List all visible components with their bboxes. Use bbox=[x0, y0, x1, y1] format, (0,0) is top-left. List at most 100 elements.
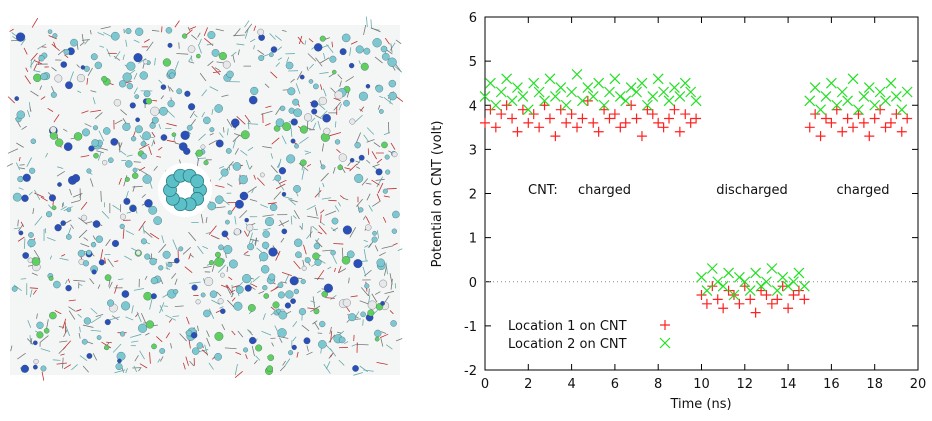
atom bbox=[221, 169, 229, 177]
data-point bbox=[886, 118, 896, 128]
atom bbox=[192, 348, 199, 355]
atom bbox=[269, 248, 278, 257]
data-point bbox=[713, 294, 723, 304]
atom bbox=[191, 332, 197, 338]
data-point bbox=[897, 127, 907, 137]
atom bbox=[385, 170, 390, 175]
atom bbox=[82, 129, 90, 137]
atom bbox=[127, 83, 133, 89]
atom bbox=[304, 114, 312, 122]
data-point bbox=[572, 69, 582, 79]
x-tick-label: 8 bbox=[654, 377, 662, 392]
x-tick-label: 18 bbox=[866, 377, 883, 392]
atom bbox=[15, 96, 19, 100]
atom bbox=[163, 59, 171, 67]
atom bbox=[201, 293, 205, 297]
atom bbox=[95, 62, 102, 69]
atom bbox=[21, 195, 28, 202]
data-point bbox=[621, 96, 631, 106]
atom bbox=[348, 313, 356, 321]
atom bbox=[220, 309, 225, 314]
atom bbox=[339, 337, 345, 343]
data-point bbox=[697, 290, 707, 300]
atom bbox=[33, 341, 37, 345]
atom bbox=[44, 328, 49, 333]
atom bbox=[182, 34, 187, 39]
data-point bbox=[507, 113, 517, 123]
atom bbox=[291, 119, 298, 126]
atom bbox=[19, 231, 23, 235]
atom bbox=[330, 56, 337, 63]
atom bbox=[215, 104, 223, 112]
atom bbox=[103, 127, 110, 134]
bond bbox=[152, 100, 157, 101]
atom bbox=[267, 366, 273, 372]
data-point bbox=[767, 264, 777, 274]
annotation: CNT: bbox=[528, 183, 558, 198]
data-point bbox=[491, 100, 501, 110]
atom bbox=[314, 243, 320, 249]
atom bbox=[83, 260, 89, 266]
data-point bbox=[669, 83, 679, 93]
atom bbox=[319, 321, 325, 327]
atom bbox=[17, 111, 25, 119]
atom bbox=[339, 154, 347, 162]
data-point bbox=[604, 113, 614, 123]
atom bbox=[151, 293, 157, 299]
atom bbox=[81, 65, 85, 69]
atom bbox=[219, 52, 227, 60]
atom bbox=[312, 253, 319, 260]
atom bbox=[135, 28, 143, 36]
atom bbox=[342, 34, 350, 42]
data-point bbox=[870, 100, 880, 110]
data-point bbox=[691, 113, 701, 123]
atom bbox=[356, 46, 364, 54]
atom bbox=[135, 94, 139, 98]
atom bbox=[273, 302, 280, 309]
atom bbox=[32, 257, 40, 265]
atom bbox=[215, 252, 221, 258]
atom bbox=[302, 266, 307, 271]
atom bbox=[49, 276, 53, 280]
atom bbox=[352, 365, 358, 371]
atom bbox=[150, 123, 156, 129]
atom bbox=[159, 348, 164, 353]
atom bbox=[322, 114, 330, 122]
data-point bbox=[545, 74, 555, 84]
bond bbox=[328, 200, 336, 201]
data-point bbox=[502, 100, 512, 110]
atom bbox=[249, 337, 256, 344]
atom bbox=[61, 61, 67, 67]
atom bbox=[146, 98, 152, 104]
atom bbox=[380, 301, 384, 305]
atom bbox=[197, 342, 203, 348]
y-tick-label: 6 bbox=[469, 11, 477, 26]
atom bbox=[57, 182, 61, 186]
atom bbox=[81, 215, 87, 221]
atom bbox=[372, 237, 378, 243]
data-point bbox=[675, 127, 685, 137]
data-point bbox=[518, 91, 528, 101]
bond bbox=[53, 360, 61, 361]
atom bbox=[236, 286, 244, 294]
atom bbox=[196, 54, 200, 58]
atom bbox=[385, 155, 390, 160]
data-point bbox=[778, 281, 788, 291]
atom bbox=[50, 127, 56, 133]
data-point bbox=[718, 281, 728, 291]
atom bbox=[64, 49, 70, 55]
data-point bbox=[556, 83, 566, 93]
data-point bbox=[496, 87, 506, 97]
bond bbox=[101, 191, 102, 202]
atom bbox=[278, 292, 285, 299]
data-point bbox=[870, 113, 880, 123]
y-tick-label: -2 bbox=[464, 364, 477, 379]
atom bbox=[220, 273, 224, 277]
atom bbox=[151, 344, 156, 349]
annotation: discharged bbox=[716, 183, 788, 198]
atom bbox=[218, 245, 223, 250]
atom bbox=[196, 299, 201, 304]
atom bbox=[23, 174, 31, 182]
y-tick-label: 2 bbox=[469, 188, 477, 203]
data-point bbox=[540, 100, 550, 110]
